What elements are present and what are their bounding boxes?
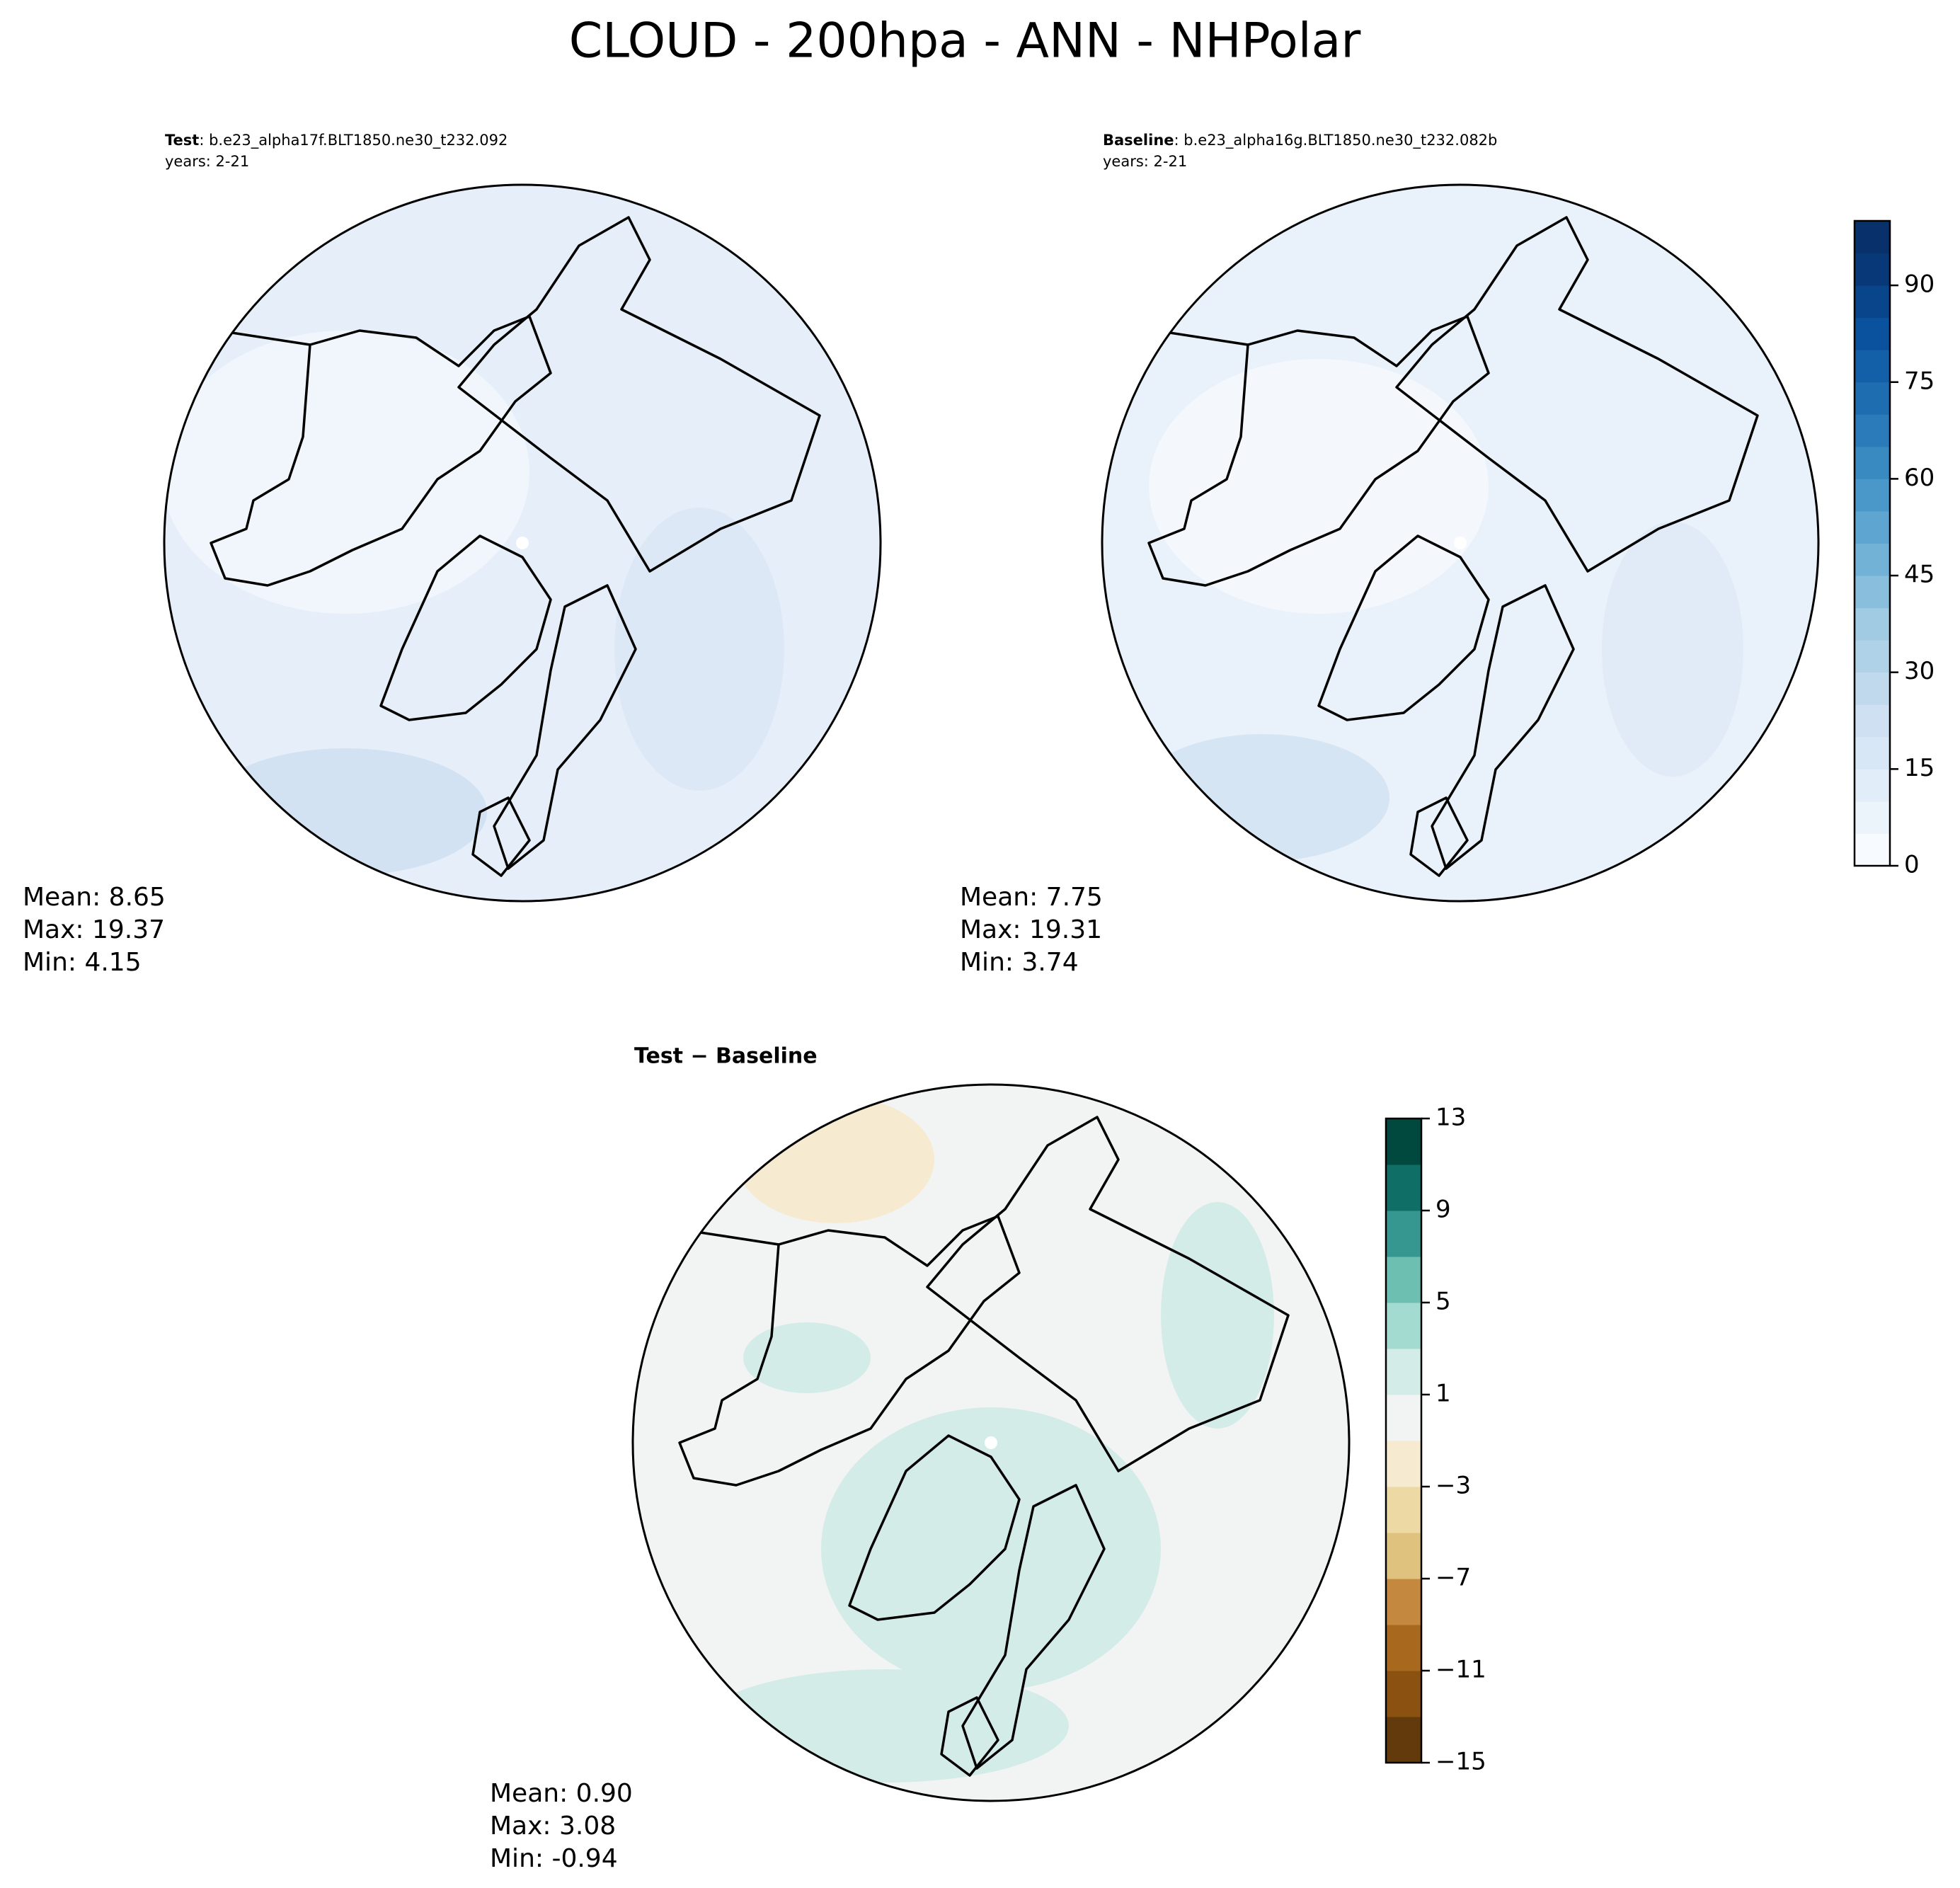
colorbar-band (1386, 1165, 1421, 1211)
map-region (204, 748, 487, 876)
pole-dot (516, 537, 529, 549)
colorbar-band (1386, 1119, 1421, 1165)
colorbar-band (1386, 1533, 1421, 1579)
colorbar-tick-label: 5 (1435, 1288, 1451, 1316)
colorbar-band (1386, 1487, 1421, 1533)
colorbar-band (1855, 253, 1890, 286)
colorbar-tick-label: 45 (1904, 561, 1935, 589)
stat-line: Mean: 8.65 (23, 883, 166, 912)
colorbar-frame (1385, 1117, 1423, 1764)
colorbar-tick-label: 60 (1904, 464, 1935, 492)
colorbar-tick-label: 1 (1435, 1380, 1451, 1408)
map-boundary (163, 183, 882, 903)
map-region (743, 1322, 871, 1393)
colorbar-band (1386, 1579, 1421, 1625)
panel-header: Baseline: b.e23_alpha16g.BLT1850.ne30_t2… (1103, 132, 1497, 149)
panel-header: Test − Baseline (634, 1044, 818, 1069)
colorbar-band (1855, 479, 1890, 512)
map-region (164, 331, 529, 614)
colorbar-band (1855, 607, 1890, 641)
colorbar-band (1386, 1349, 1421, 1395)
stat-line: Min: 3.74 (960, 948, 1079, 977)
colorbar-tick-label: 75 (1904, 367, 1935, 395)
panel-header: Test: b.e23_alpha17f.BLT1850.ne30_t232.0… (165, 132, 508, 149)
panel-years: years: 2-21 (1103, 153, 1187, 170)
colorbar-tick-label: 13 (1435, 1104, 1466, 1132)
stat-line: Min: 4.15 (23, 948, 142, 977)
colorbar-band (1386, 1303, 1421, 1349)
colorbar-band (1386, 1211, 1421, 1257)
map (633, 1085, 1349, 1801)
colorbar-tick-label: 0 (1904, 851, 1920, 879)
map-region (1149, 359, 1489, 614)
pole-dot (985, 1436, 997, 1449)
stat-line: Min: -0.94 (490, 1844, 618, 1873)
colorbar-band (1855, 672, 1890, 705)
colorbar-band (1855, 446, 1890, 479)
colorbar-band (1855, 285, 1890, 319)
map (164, 185, 881, 901)
colorbar-band (1855, 414, 1890, 447)
map-region (1161, 1202, 1274, 1429)
colorbar-band (1855, 736, 1890, 769)
panel-case: : b.e23_alpha17f.BLT1850.ne30_t232.092 (199, 132, 508, 149)
colorbar-band (1855, 543, 1890, 576)
stat-line: Max: 19.37 (23, 915, 165, 944)
figure-title: CLOUD - 200hpa - ANN - NHPolar (569, 13, 1361, 69)
colorbar-tick-label: −3 (1435, 1472, 1471, 1500)
colorbar-tick-label: −7 (1435, 1564, 1471, 1592)
colorbar-band (1855, 801, 1890, 834)
colorbar-band (1386, 1395, 1421, 1441)
map-region (821, 1407, 1161, 1690)
panel-case: : b.e23_alpha16g.BLT1850.ne30_t232.082b (1174, 132, 1498, 149)
colorbar-tick-label: 90 (1904, 270, 1935, 299)
stat-line: Mean: 7.75 (960, 883, 1103, 912)
map-boundary (1101, 183, 1820, 903)
map-region (736, 1096, 934, 1223)
map-boundary (631, 1083, 1351, 1802)
colorbar-band (1386, 1257, 1421, 1303)
colorbar-tick-label: 15 (1904, 754, 1935, 782)
colorbar-band (1855, 769, 1890, 802)
colorbar-band (1855, 350, 1890, 383)
colorbar-band (1855, 221, 1890, 254)
stat-line: Mean: 0.90 (490, 1779, 633, 1808)
colorbar-band (1855, 640, 1890, 673)
colorbar-band (1386, 1441, 1421, 1487)
colorbar-tick-label: 9 (1435, 1196, 1451, 1224)
colorbar-frame (1853, 219, 1891, 867)
colorbar-band (1386, 1717, 1421, 1763)
colorbar-band (1855, 510, 1890, 544)
panel-years: years: 2-21 (165, 153, 249, 170)
colorbar-band (1855, 576, 1890, 609)
colorbar-tick-label: 30 (1904, 657, 1935, 685)
map-region (701, 1669, 1069, 1783)
colorbar-band (1386, 1671, 1421, 1717)
panel-label: Baseline (1103, 132, 1174, 149)
colorbar-band (1855, 382, 1890, 415)
colorbar-band (1855, 317, 1890, 350)
colorbar-band (1855, 704, 1890, 738)
map-region (614, 508, 784, 791)
map (1102, 185, 1818, 901)
panel-label: Test (165, 132, 199, 149)
colorbar-band (1386, 1625, 1421, 1671)
pole-dot (1454, 537, 1467, 549)
stat-line: Max: 3.08 (490, 1812, 616, 1841)
colorbar-band (1855, 833, 1890, 866)
colorbar-tick-label: −15 (1435, 1748, 1486, 1776)
stat-line: Max: 19.31 (960, 915, 1102, 944)
map-region (1602, 522, 1743, 777)
colorbar-tick-label: −11 (1435, 1656, 1486, 1684)
